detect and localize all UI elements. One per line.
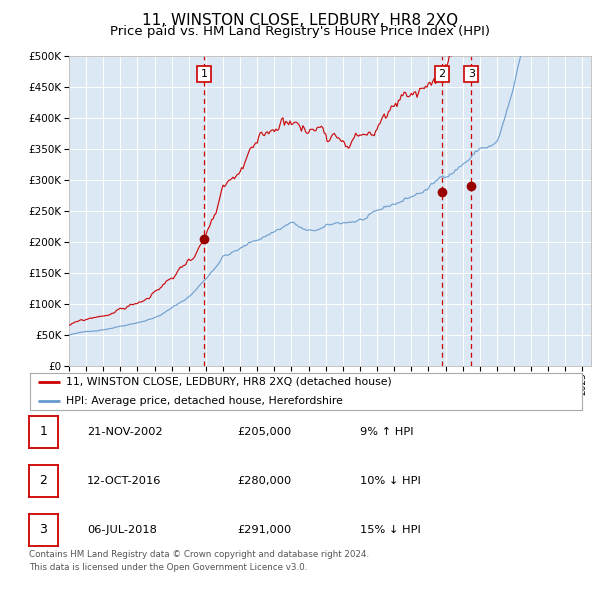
Text: 1: 1 — [39, 425, 47, 438]
Text: 11, WINSTON CLOSE, LEDBURY, HR8 2XQ (detached house): 11, WINSTON CLOSE, LEDBURY, HR8 2XQ (det… — [66, 376, 392, 386]
Text: 1: 1 — [200, 69, 208, 79]
Text: 3: 3 — [468, 69, 475, 79]
Text: 12-OCT-2016: 12-OCT-2016 — [87, 476, 161, 486]
Text: £205,000: £205,000 — [237, 427, 291, 437]
Text: £291,000: £291,000 — [237, 525, 291, 535]
Text: 9% ↑ HPI: 9% ↑ HPI — [360, 427, 413, 437]
Text: 2: 2 — [39, 474, 47, 487]
Text: Price paid vs. HM Land Registry's House Price Index (HPI): Price paid vs. HM Land Registry's House … — [110, 25, 490, 38]
Text: This data is licensed under the Open Government Licence v3.0.: This data is licensed under the Open Gov… — [29, 563, 307, 572]
Text: HPI: Average price, detached house, Herefordshire: HPI: Average price, detached house, Here… — [66, 396, 343, 406]
Text: 06-JUL-2018: 06-JUL-2018 — [87, 525, 157, 535]
Text: 15% ↓ HPI: 15% ↓ HPI — [360, 525, 421, 535]
Text: 10% ↓ HPI: 10% ↓ HPI — [360, 476, 421, 486]
Text: £280,000: £280,000 — [237, 476, 291, 486]
Text: 3: 3 — [39, 523, 47, 536]
Text: 2: 2 — [438, 69, 445, 79]
Text: 11, WINSTON CLOSE, LEDBURY, HR8 2XQ: 11, WINSTON CLOSE, LEDBURY, HR8 2XQ — [142, 13, 458, 28]
Text: 21-NOV-2002: 21-NOV-2002 — [87, 427, 163, 437]
Text: Contains HM Land Registry data © Crown copyright and database right 2024.: Contains HM Land Registry data © Crown c… — [29, 550, 369, 559]
